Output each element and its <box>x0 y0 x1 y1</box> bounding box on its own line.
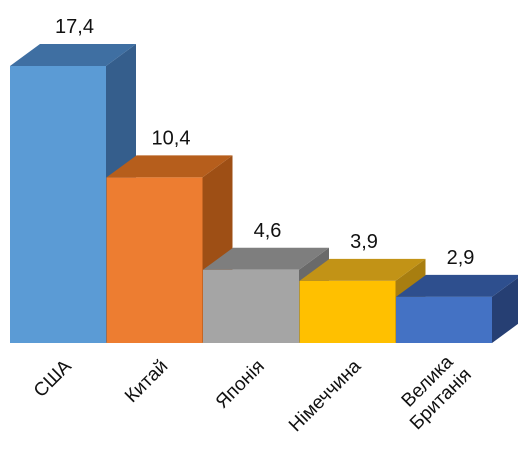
category-label-5: ВеликаБританія <box>391 349 476 434</box>
category-labels: США Китай Японія Німеччина ВеликаБританія <box>30 349 476 437</box>
bar-4-front <box>299 280 396 343</box>
data-label-2: 10,4 <box>152 127 191 149</box>
data-label-1: 17,4 <box>55 16 94 38</box>
category-label-4: Німеччина <box>285 356 366 437</box>
bar-5-front <box>396 296 492 343</box>
bar-5-top <box>396 274 518 297</box>
bar-4-top <box>299 258 426 281</box>
data-label-3: 4,6 <box>254 220 282 242</box>
bar-3-top <box>203 247 329 270</box>
category-label-1: США <box>30 356 76 402</box>
bar-5-side <box>492 277 518 343</box>
data-label-5: 2,9 <box>447 247 475 269</box>
category-label-3: Японія <box>212 356 269 413</box>
data-labels: 17,4 10,4 4,6 3,9 2,9 <box>55 16 474 269</box>
data-label-4: 3,9 <box>350 231 378 253</box>
bar-5 <box>396 274 518 343</box>
bars <box>10 44 518 343</box>
bar-2-front <box>106 177 203 343</box>
bar-2 <box>106 155 233 343</box>
bar-2-top <box>106 155 233 178</box>
bar-1-top <box>10 44 136 66</box>
category-label-2: Китай <box>121 356 172 407</box>
bar-3-front <box>203 269 299 343</box>
bar-1-front <box>10 66 106 343</box>
